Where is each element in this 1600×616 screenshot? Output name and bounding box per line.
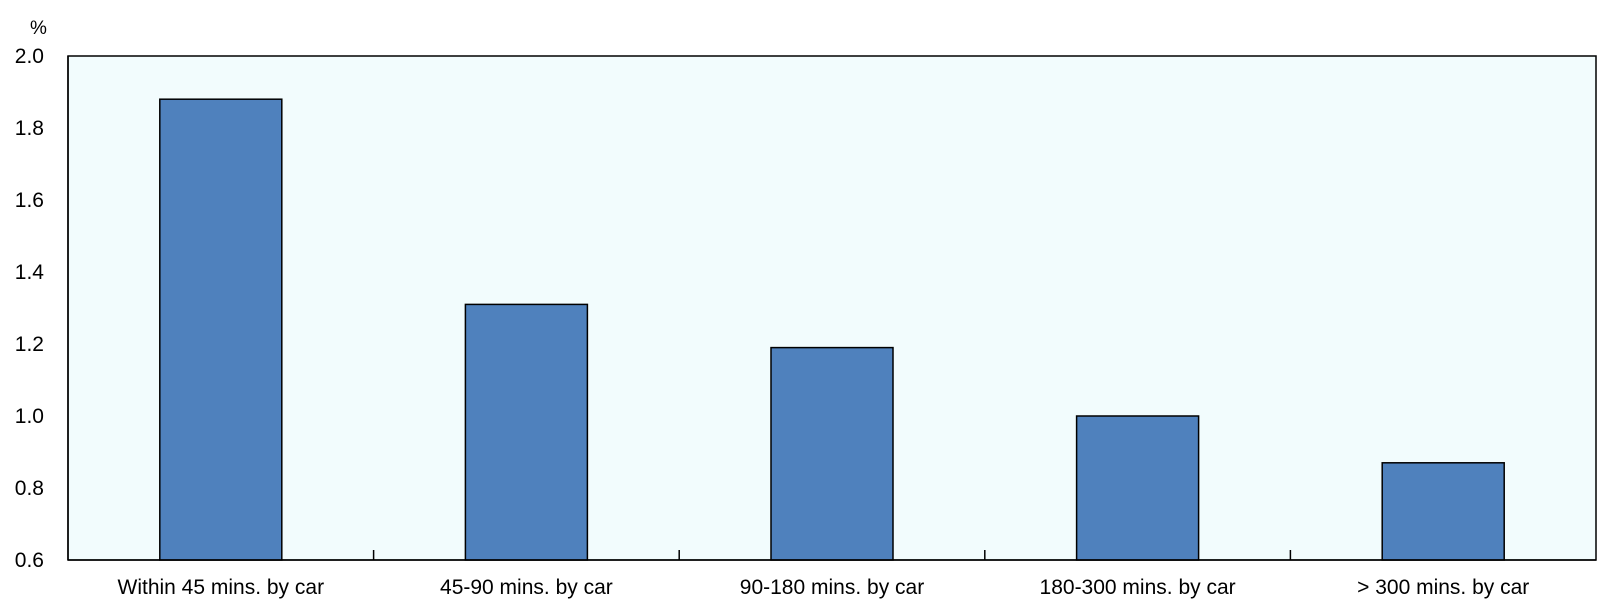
- bar-1: [464, 303, 589, 561]
- y-tick-label: 1.0: [15, 405, 44, 428]
- y-unit-label: %: [30, 18, 47, 39]
- x-category-label: > 300 mins. by car: [1357, 576, 1529, 599]
- bar-4: [1381, 462, 1505, 561]
- y-tick-label: 0.6: [15, 549, 44, 572]
- x-category-label: 45-90 mins. by car: [440, 576, 613, 599]
- bar-2: [770, 346, 894, 561]
- x-category-label: 90-180 mins. by car: [740, 576, 924, 599]
- y-tick-label: 1.4: [15, 261, 45, 284]
- bar-3: [1075, 415, 1200, 561]
- bar-0: [159, 98, 283, 561]
- x-category-label: Within 45 mins. by car: [118, 576, 325, 599]
- y-tick-label: 1.8: [15, 117, 44, 140]
- y-tick-label: 1.6: [15, 189, 44, 212]
- labels-group: 0.6 0.8 1.0 1.2 1.4 1.6 1.8 2.0 Within 45 mins. …: [15, 45, 1529, 599]
- y-tick-label: 2.0: [15, 45, 44, 68]
- y-tick-label: 1.2: [15, 333, 44, 356]
- y-tick-label: 0.8: [15, 477, 44, 500]
- bars-group: [159, 98, 1505, 561]
- x-category-label: 180-300 mins. by car: [1040, 576, 1236, 599]
- axes-group: [67, 56, 1596, 561]
